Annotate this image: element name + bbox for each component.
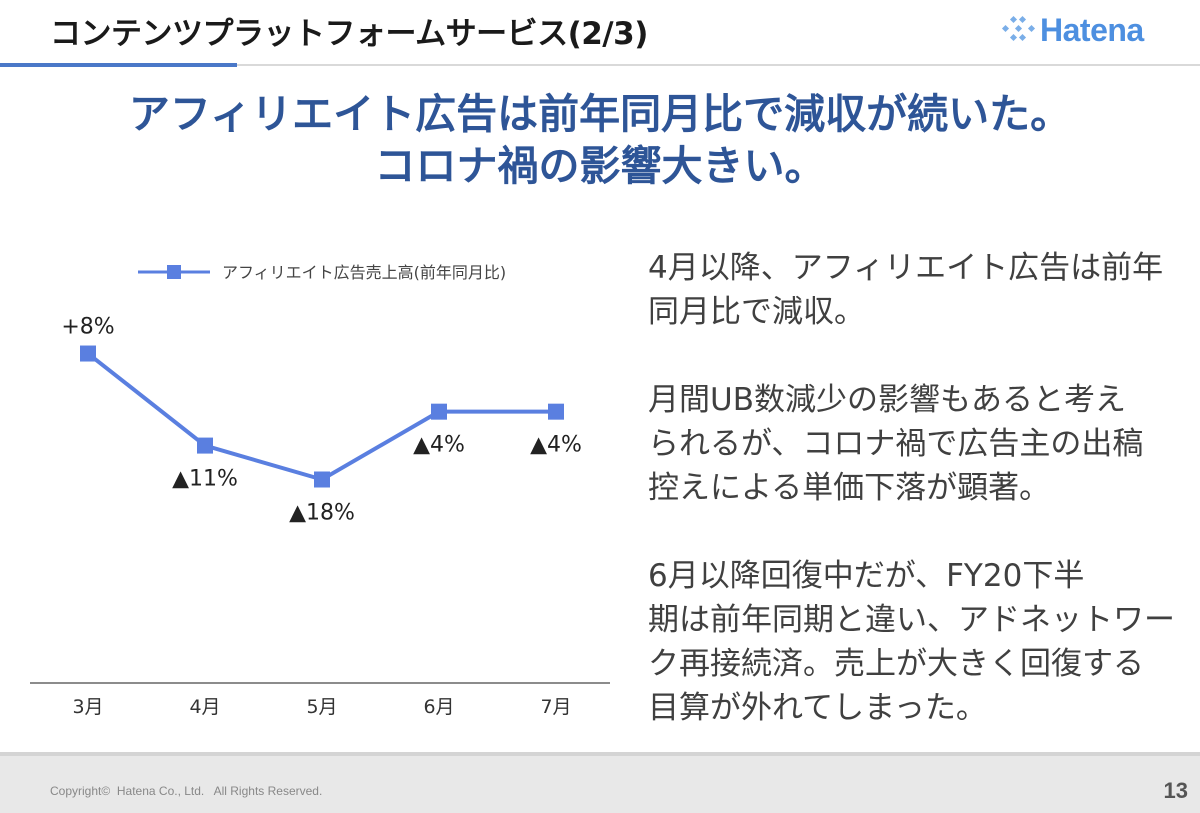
logo-wordmark: Hatena [1040,11,1144,48]
data-point-marker [80,345,96,362]
data-point-marker [197,437,213,454]
slide-title: コンテンツプラットフォームサービス(2/3) [50,16,648,52]
headline-line-1: アフィリエイト広告は前年同月比で減収が続いた。 [128,90,1072,138]
header-divider [0,64,1200,66]
body-paragraph-2: 月間UB数減少の影響もあると考え られるが、コロナ禍で広告主の出稿 控えによる単… [648,382,1144,506]
data-point-marker [431,403,447,420]
hatena-logo-icon [1001,15,1036,42]
body-text: 4月以降、アフィリエイト広告は前年 同月比で減収。 月間UB数減少の影響もあると… [648,246,1188,774]
body-paragraph-3: 6月以降回復中だが、FY20下半 期は前年同期と違い、アドネットワー ク再接続済… [648,558,1175,726]
headline-line-2: コロナ禍の影響大きい。 [374,142,826,190]
data-label: ▲4% [413,433,465,458]
legend-marker-swatch [167,265,181,279]
series-line [86,351,556,482]
hatena-logo: Hatena [1000,12,1144,48]
data-label: ▲11% [172,467,238,492]
copyright-text: Copyright© Hatena Co., Ltd. All Rights R… [50,784,323,798]
data-label: ▲18% [289,501,355,526]
line-chart: アフィリエイト広告売上高(前年同月比) +8% ▲11% ▲18% ▲4% ▲4% 3月… [30,263,610,718]
header-accent-bar [0,63,237,67]
data-point-marker [548,403,564,420]
slide-headline: アフィリエイト広告は前年同月比で減収が続いた。 コロナ禍の影響大きい。 [0,88,1200,192]
x-tick-label: 5月 [306,696,337,718]
series-layer: +8% ▲11% ▲18% ▲4% ▲4% [61,315,582,526]
x-tick-label: 6月 [423,696,454,718]
page-number: 13 [1163,778,1188,803]
x-tick-label: 3月 [72,696,103,718]
x-tick-label: 7月 [540,696,571,718]
x-tick-labels: 3月 4月 5月 6月 7月 [72,696,571,718]
x-tick-label: 4月 [189,696,220,718]
data-point-marker [314,471,330,488]
footer-bar: Copyright© Hatena Co., Ltd. All Rights R… [0,752,1200,813]
chart-legend: アフィリエイト広告売上高(前年同月比) [138,263,506,282]
legend-label: アフィリエイト広告売上高(前年同月比) [222,263,506,282]
body-paragraph-1: 4月以降、アフィリエイト広告は前年 同月比で減収。 [648,250,1164,330]
data-label: ▲4% [530,433,582,458]
data-label: +8% [61,315,114,340]
